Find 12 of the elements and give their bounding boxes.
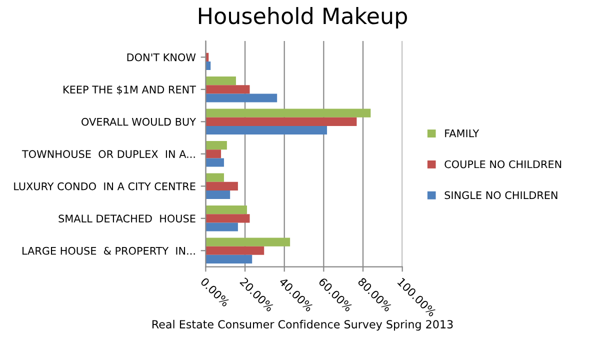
y-tick-label: TOWNHOUSE OR DUPLEX IN A... bbox=[22, 150, 195, 158]
y-tick-label: SMALL DETACHED HOUSE bbox=[58, 214, 196, 222]
legend-label: SINGLE NO CHILDREN bbox=[444, 191, 558, 200]
text: Real Estate Consumer Confidence Survey Spring 2013 bbox=[152, 320, 453, 331]
legend-label: FAMILY bbox=[445, 130, 480, 138]
chart-title: Household Makeup bbox=[198, 7, 407, 29]
y-tick-label: DON'T KNOW bbox=[127, 53, 196, 62]
y-tick-label: LUXURY CONDO IN A CITY CENTRE bbox=[14, 182, 196, 190]
legend-label: COUPLE NO CHILDREN bbox=[444, 160, 562, 168]
y-tick-label: LARGE HOUSE & PROPERTY IN... bbox=[22, 246, 195, 255]
y-tick-label: OVERALL WOULD BUY bbox=[82, 118, 196, 126]
y-tick-label: KEEP THE $1M AND RENT bbox=[64, 85, 196, 95]
